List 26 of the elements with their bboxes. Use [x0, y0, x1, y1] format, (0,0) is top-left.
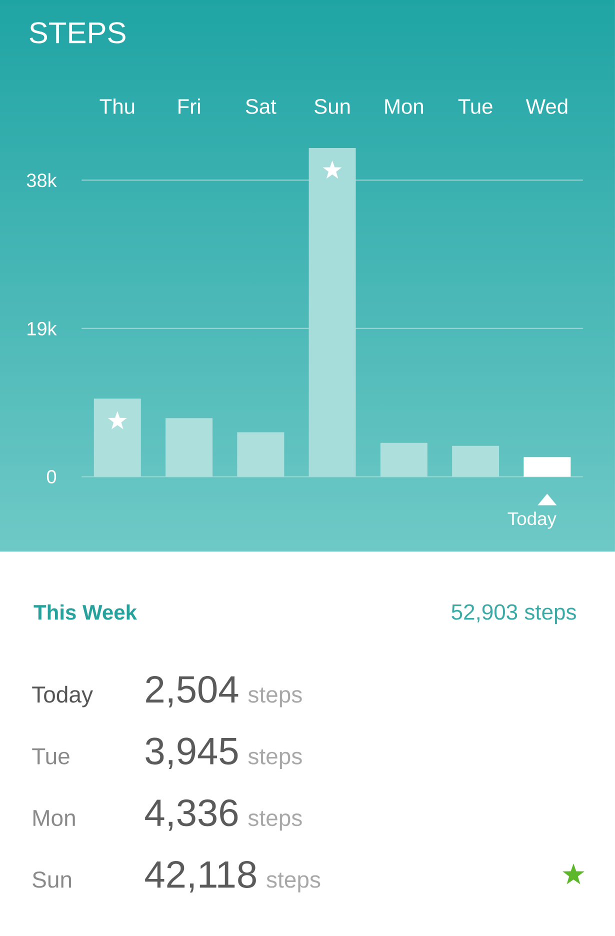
text: Sun [32, 872, 72, 888]
text: Today [508, 512, 556, 529]
x-tick-label: Sun [314, 99, 350, 114]
x-tick-label: Thu [100, 98, 134, 114]
x-tick-label: Sat [246, 99, 276, 114]
text: This Week [34, 604, 138, 620]
text: Mon [33, 810, 75, 826]
text: 42,118 [145, 861, 256, 892]
y-tick-label: 38k [26, 173, 57, 188]
y-tick-label: 19k [28, 321, 57, 336]
text: steps [248, 688, 302, 708]
x-tick-label: Fri [178, 98, 200, 114]
text: 2,504 [146, 676, 238, 708]
x-tick-label: Mon [385, 99, 423, 114]
y-tick-label: 0 [46, 470, 56, 484]
text: steps [248, 811, 302, 831]
text: 4,336 [145, 799, 238, 831]
text: steps [266, 872, 320, 892]
text: steps [248, 749, 302, 769]
text: Today [32, 686, 93, 708]
text: 52,903 steps [452, 604, 576, 624]
text: Tue [32, 748, 70, 764]
text: 3,945 [146, 738, 238, 770]
chart-title: STEPS [30, 22, 126, 44]
x-tick-label: Wed [526, 98, 568, 114]
x-tick-label: Tue [458, 99, 492, 114]
